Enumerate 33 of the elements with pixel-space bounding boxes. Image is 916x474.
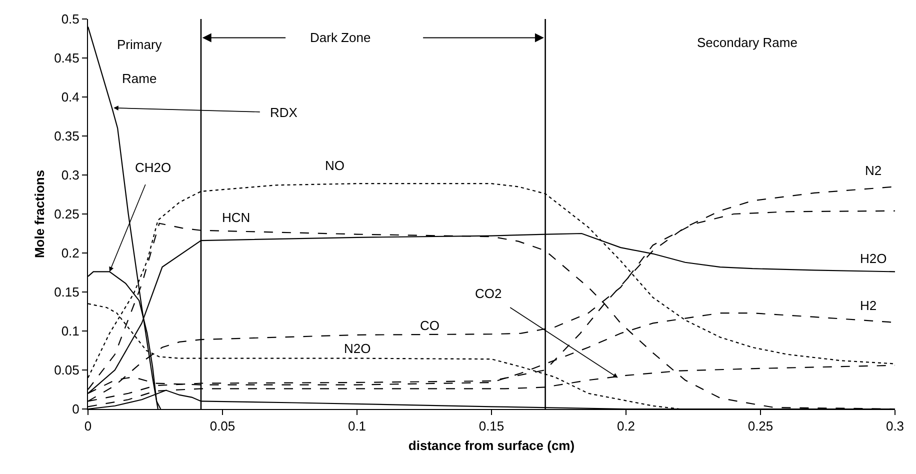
y-tick-label: 0.2	[61, 246, 80, 261]
y-tick-label: 0.45	[54, 50, 80, 66]
y-tick-label: 0.1	[61, 324, 80, 339]
text: Primary Rame	[117, 37, 162, 86]
y-tick-label: 0.25	[54, 206, 80, 222]
x-tick-label: 0.15	[478, 418, 504, 434]
x-axis-title: distance from surface (cm)	[408, 438, 575, 454]
series-label: CO	[420, 318, 440, 333]
series-label: NO	[325, 158, 344, 173]
text: CO2	[475, 286, 502, 301]
y-tick-label: 0.35	[54, 128, 80, 144]
annotation: Dark Zone	[310, 30, 371, 45]
y-tick-label: 0.5	[61, 12, 80, 27]
x-tick-label: 0.2	[616, 418, 636, 434]
series-label: N2	[865, 163, 882, 178]
x-tick-label: 0.1	[348, 418, 366, 434]
x-tick-label: 0.05	[210, 418, 236, 434]
series-label: N2O	[344, 341, 371, 356]
series-label: H2	[860, 298, 877, 313]
x-tick-label: 0.3	[886, 418, 904, 434]
x-tick-label: 0	[84, 418, 92, 434]
annotation: Secondary Rame	[697, 35, 798, 50]
x-tick-label: 0.25	[748, 418, 774, 434]
text: RDX	[270, 105, 298, 120]
text: CH2O	[135, 160, 172, 175]
y-tick-label: 0.05	[54, 362, 80, 378]
y-tick-label: 0	[72, 402, 80, 417]
y-axis-title: Mole fractions	[32, 170, 48, 258]
y-tick-label: 0.3	[61, 168, 80, 183]
series-label: H2O	[860, 251, 887, 266]
y-tick-label: 0.15	[54, 284, 80, 300]
series-label: HCN	[222, 210, 250, 225]
y-tick-label: 0.4	[61, 90, 80, 105]
